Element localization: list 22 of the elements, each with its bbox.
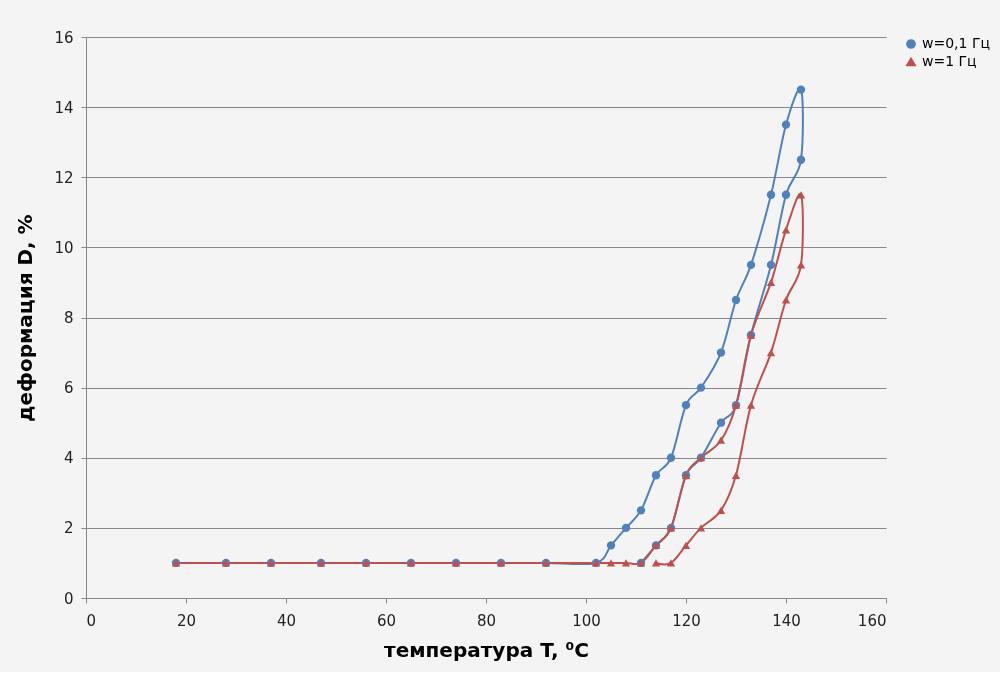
x-tick-label: 160 [857, 611, 887, 630]
y-tick-label: 16 [54, 28, 74, 47]
x-tick-label: 60 [376, 611, 397, 630]
x-tick-label: 80 [476, 611, 497, 630]
y-tick-label: 6 [63, 379, 74, 398]
y-tick-label: 4 [63, 449, 74, 468]
x-tick-label: 40 [276, 611, 297, 630]
y-tick-label: 8 [63, 309, 74, 327]
y-axis-title: деформация D, % [13, 214, 38, 422]
y-tick-label: 14 [54, 98, 74, 117]
x-tick-label: 120 [672, 611, 701, 630]
legend-label: w=1 Гц [922, 53, 977, 69]
y-tick-label: 0 [63, 589, 74, 608]
x-tick-label: 140 [772, 611, 801, 630]
legend-label: w=0,1 Гц [922, 35, 990, 51]
x-axis-title: температура T, ⁰C [384, 637, 589, 662]
x-tick-label: 20 [176, 611, 197, 630]
y-tick-label: 10 [54, 238, 74, 257]
y-tick-label: 12 [54, 168, 74, 187]
x-tick-label: 100 [572, 611, 601, 630]
x-tick-label: 0 [86, 611, 97, 630]
y-tick-label: 2 [63, 519, 74, 538]
